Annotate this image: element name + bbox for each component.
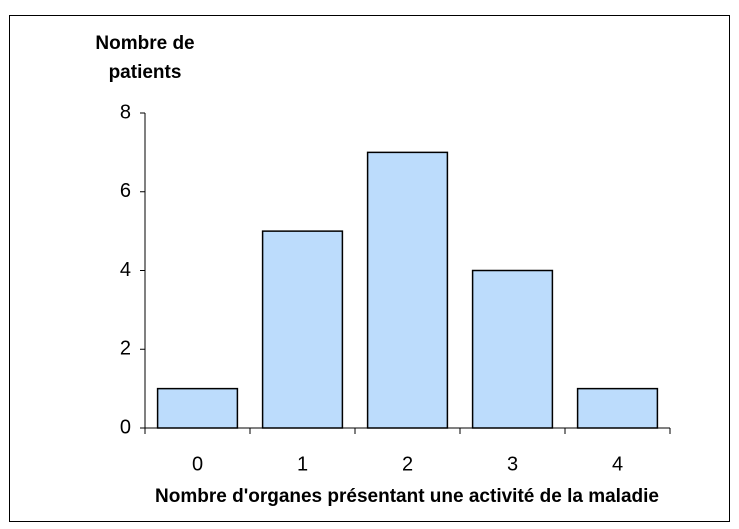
y-tick-label: 8 bbox=[120, 101, 131, 123]
x-tick-label: 0 bbox=[192, 453, 203, 475]
bar bbox=[576, 387, 659, 429]
x-axis-label: Nombre d'organes présentant une activité… bbox=[155, 486, 659, 507]
bar bbox=[156, 387, 239, 429]
bar bbox=[471, 269, 554, 429]
y-axis-label: Nombre de bbox=[95, 33, 194, 54]
y-tick-label: 0 bbox=[120, 416, 131, 438]
y-tick-label: 2 bbox=[120, 338, 131, 360]
x-tick-label: 1 bbox=[297, 453, 308, 475]
x-tick-label: 3 bbox=[507, 453, 518, 475]
bar bbox=[261, 230, 344, 429]
x-tick-label: 2 bbox=[402, 453, 413, 475]
x-tick-label: 4 bbox=[612, 453, 623, 475]
y-axis-label: patients bbox=[109, 62, 182, 83]
bar bbox=[366, 151, 449, 429]
y-tick-label: 6 bbox=[120, 180, 131, 202]
y-tick-label: 4 bbox=[120, 259, 131, 281]
